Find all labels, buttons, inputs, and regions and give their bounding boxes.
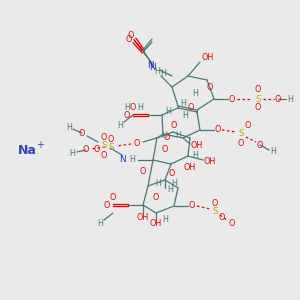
Text: H: H bbox=[129, 154, 135, 164]
Text: H: H bbox=[287, 94, 293, 103]
Text: O: O bbox=[171, 121, 177, 130]
Text: O: O bbox=[153, 193, 159, 202]
Text: Na: Na bbox=[18, 143, 37, 157]
Text: H: H bbox=[192, 88, 198, 98]
Text: H: H bbox=[137, 103, 143, 112]
Text: O: O bbox=[110, 193, 116, 202]
Text: OH: OH bbox=[137, 212, 149, 221]
Text: S: S bbox=[108, 142, 114, 152]
Text: O: O bbox=[128, 32, 134, 40]
Text: O: O bbox=[229, 94, 235, 103]
Text: O: O bbox=[79, 128, 85, 137]
Text: O: O bbox=[219, 214, 225, 223]
Text: H: H bbox=[180, 100, 186, 109]
Text: H: H bbox=[175, 130, 181, 140]
Text: S: S bbox=[238, 130, 244, 139]
Text: O: O bbox=[212, 199, 218, 208]
Text: O: O bbox=[140, 167, 146, 176]
Text: OH: OH bbox=[184, 163, 196, 172]
Text: H: H bbox=[160, 68, 166, 77]
Text: O: O bbox=[169, 169, 175, 178]
Text: H: H bbox=[69, 148, 75, 158]
Text: H: H bbox=[171, 179, 177, 188]
Text: O: O bbox=[130, 103, 136, 112]
Text: O: O bbox=[164, 134, 170, 142]
Text: N: N bbox=[147, 61, 153, 70]
Text: O: O bbox=[188, 103, 194, 112]
Text: O: O bbox=[238, 139, 244, 148]
Text: S: S bbox=[255, 94, 261, 103]
Text: OH: OH bbox=[150, 220, 162, 229]
Text: H: H bbox=[66, 122, 72, 131]
Text: O: O bbox=[255, 85, 261, 94]
Text: H: H bbox=[270, 148, 276, 157]
Text: O: O bbox=[108, 136, 114, 145]
Text: N: N bbox=[149, 62, 155, 71]
Text: S: S bbox=[101, 140, 107, 149]
Text: N: N bbox=[119, 154, 125, 164]
Text: O: O bbox=[162, 146, 168, 154]
Text: O: O bbox=[229, 220, 235, 229]
Text: H: H bbox=[167, 184, 173, 194]
Text: O: O bbox=[83, 146, 89, 154]
Text: O: O bbox=[94, 145, 100, 154]
Text: H: H bbox=[154, 68, 160, 76]
Text: H: H bbox=[162, 214, 168, 224]
Text: OH: OH bbox=[202, 52, 214, 62]
Text: H: H bbox=[161, 130, 167, 140]
Text: O: O bbox=[101, 133, 107, 142]
Text: O: O bbox=[101, 151, 107, 160]
Text: H: H bbox=[124, 103, 130, 112]
Text: O: O bbox=[124, 110, 130, 119]
Text: O: O bbox=[134, 140, 140, 148]
Text: +: + bbox=[36, 140, 44, 150]
Text: O: O bbox=[255, 103, 261, 112]
Text: O: O bbox=[104, 200, 110, 209]
Text: OH: OH bbox=[191, 142, 203, 151]
Text: O: O bbox=[245, 122, 251, 130]
Text: H: H bbox=[192, 151, 198, 160]
Text: S: S bbox=[212, 208, 218, 217]
Text: O: O bbox=[126, 34, 132, 43]
Text: H: H bbox=[97, 218, 103, 227]
Text: O: O bbox=[275, 94, 281, 103]
Text: O: O bbox=[257, 140, 263, 149]
Text: H: H bbox=[117, 121, 123, 130]
Text: H: H bbox=[182, 110, 188, 119]
Text: O: O bbox=[189, 202, 195, 211]
Text: H: H bbox=[165, 107, 171, 116]
Text: H: H bbox=[155, 179, 161, 188]
Text: OH: OH bbox=[204, 158, 216, 166]
Text: O: O bbox=[215, 125, 221, 134]
Text: O: O bbox=[207, 83, 213, 92]
